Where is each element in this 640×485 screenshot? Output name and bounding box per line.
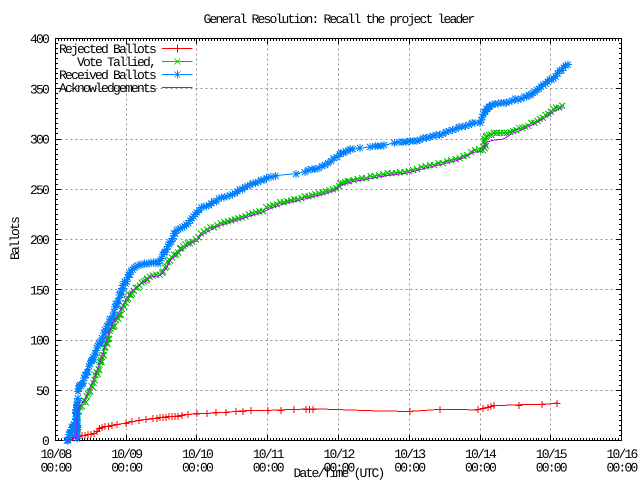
svg-text:10/08: 10/08 [40, 447, 71, 462]
svg-text:00:00: 00:00 [394, 461, 425, 476]
svg-text:200: 200 [30, 233, 49, 248]
svg-text:10/09: 10/09 [111, 447, 142, 462]
svg-text:Acknowledgements: Acknowledgements [59, 81, 156, 96]
svg-text:Date/Time (UTC): Date/Time (UTC) [293, 466, 383, 480]
svg-text:00:00: 00:00 [111, 461, 142, 476]
svg-text:10/15: 10/15 [536, 447, 567, 462]
svg-text:150: 150 [30, 283, 49, 298]
svg-text:0: 0 [42, 434, 49, 449]
svg-text:10/12: 10/12 [323, 447, 354, 462]
svg-text:300: 300 [30, 133, 49, 148]
svg-text:10/16: 10/16 [606, 447, 637, 462]
svg-text:Vote Tallied,: Vote Tallied, [77, 55, 155, 70]
svg-text:00:00: 00:00 [182, 461, 213, 476]
svg-text:General Resolution: Recall the: General Resolution: Recall the project l… [203, 12, 474, 27]
svg-text:Ballots: Ballots [8, 217, 23, 260]
svg-text:00:00: 00:00 [253, 461, 284, 476]
svg-text:10/11: 10/11 [253, 447, 285, 462]
svg-text:50: 50 [36, 384, 49, 399]
svg-text:00:00: 00:00 [465, 461, 496, 476]
svg-text:100: 100 [30, 334, 49, 349]
svg-text:Received Ballots: Received Ballots [59, 68, 156, 83]
svg-text:00:00: 00:00 [606, 461, 637, 476]
svg-text:400: 400 [30, 32, 49, 47]
svg-text:00:00: 00:00 [40, 461, 71, 476]
svg-text:00:00: 00:00 [323, 461, 354, 476]
svg-text:350: 350 [30, 82, 49, 97]
svg-text:00:00: 00:00 [536, 461, 567, 476]
svg-text:10/14: 10/14 [465, 447, 497, 462]
svg-text:250: 250 [30, 183, 49, 198]
svg-text:10/13: 10/13 [394, 447, 425, 462]
svg-text:10/10: 10/10 [182, 447, 213, 462]
svg-text:Rejected Ballots: Rejected Ballots [59, 42, 156, 57]
